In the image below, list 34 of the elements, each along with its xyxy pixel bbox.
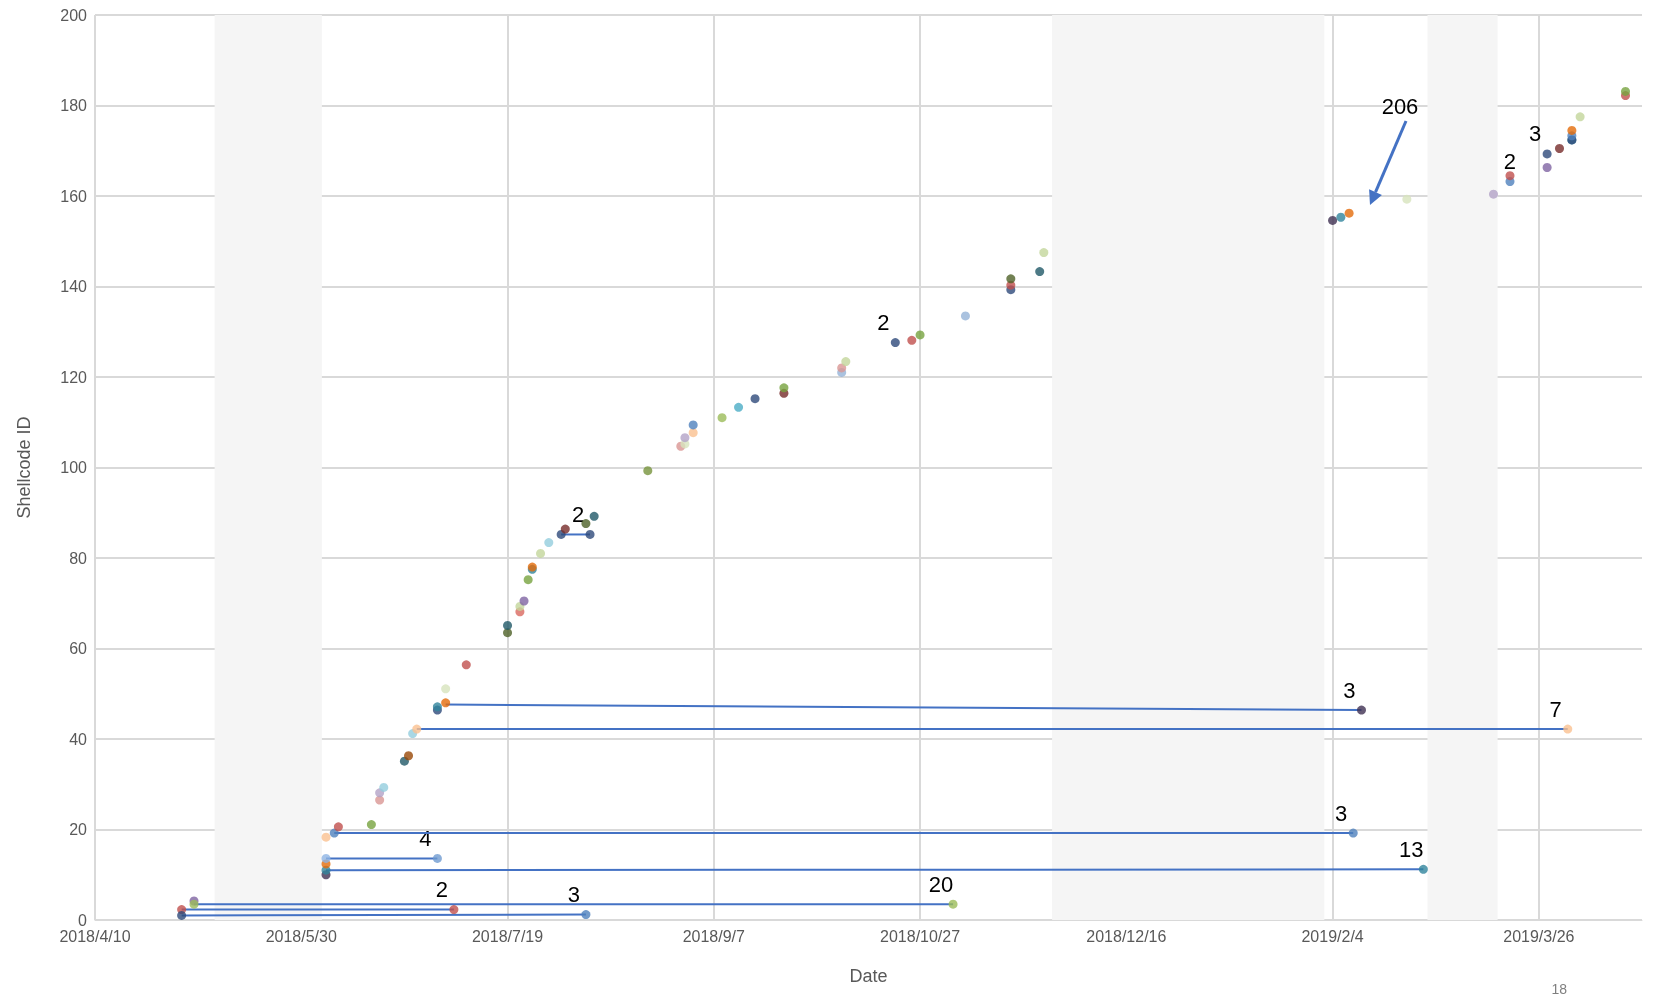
x-axis-title: Date	[849, 966, 888, 986]
y-tick-label: 80	[69, 549, 88, 567]
x-tick-label: 2018/12/16	[1086, 927, 1167, 945]
y-tick-label: 120	[60, 368, 88, 386]
x-tick-label: 2019/2/4	[1301, 927, 1364, 945]
y-tick-label: 160	[60, 187, 88, 205]
annotation: 3	[567, 882, 581, 908]
x-tick-label: 2018/10/27	[880, 927, 961, 945]
y-tick-label: 100	[60, 459, 88, 476]
x-tick-label: 2018/7/19	[471, 927, 544, 945]
annotation: 206	[1381, 93, 1419, 119]
annotation: 3	[1335, 800, 1348, 826]
y-tick-label: 0	[78, 911, 88, 929]
x-tick-label: 2018/5/30	[265, 927, 337, 945]
y-tick-label: 20	[69, 821, 88, 838]
y-tick-label: 200	[60, 6, 88, 24]
y-axis-title: Shellcode ID	[14, 416, 34, 519]
y-tick-label: 40	[69, 730, 88, 748]
annotation: 13	[1399, 836, 1424, 862]
annotation: 7	[1549, 696, 1562, 722]
x-tick-label: 2018/9/7	[682, 927, 746, 945]
annotation: 3	[1343, 677, 1356, 703]
annotation: 3	[1528, 121, 1542, 147]
y-tick-label: 140	[60, 278, 88, 295]
x-tick-label: 2018/4/10	[59, 927, 131, 945]
annotation: 20	[928, 871, 954, 897]
y-tick-label: 60	[69, 640, 88, 657]
annotation: 2	[435, 877, 449, 903]
annotation: 2	[571, 501, 585, 527]
annotation: 2	[877, 310, 890, 336]
y-tick-label: 180	[60, 97, 88, 114]
annotation: 2	[1503, 149, 1517, 175]
x-tick-label: 2019/3/26	[1503, 927, 1575, 945]
text: 18	[1551, 981, 1568, 997]
